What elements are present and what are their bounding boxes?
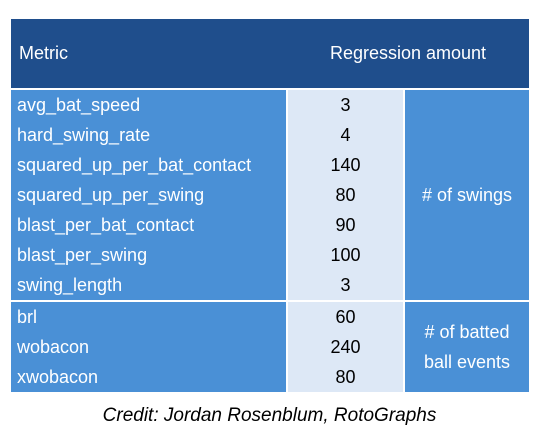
value-cell: 80 bbox=[335, 185, 356, 205]
value-cells-swings: 3 4 140 80 90 100 3 bbox=[288, 90, 403, 300]
value-cell: 240 bbox=[330, 337, 361, 357]
value-cell: 90 bbox=[335, 215, 356, 235]
value-cell: 60 bbox=[335, 307, 356, 327]
unit-cell-batted-ball: # of batted ball events bbox=[405, 302, 529, 392]
value-cell: 4 bbox=[340, 125, 351, 145]
value-cell: 140 bbox=[330, 155, 361, 175]
metric-cell: brl bbox=[17, 307, 38, 327]
metric-cell: wobacon bbox=[17, 337, 90, 357]
metric-cell: avg_bat_speed bbox=[17, 95, 141, 115]
metric-cell: blast_per_swing bbox=[17, 245, 148, 265]
value-cell: 3 bbox=[340, 95, 351, 115]
metric-column-header: Metric bbox=[19, 43, 68, 63]
metric-cell: blast_per_bat_contact bbox=[17, 215, 195, 235]
metric-cells-swings: avg_bat_speed hard_swing_rate squared_up… bbox=[11, 90, 286, 300]
table-header: Metric Regression amount bbox=[11, 19, 529, 88]
metric-cell: hard_swing_rate bbox=[17, 125, 151, 145]
regression-column-header: Regression amount bbox=[329, 43, 487, 63]
metric-cells-batted-ball: brl wobacon xwobacon bbox=[11, 302, 286, 392]
unit-cell-swings: # of swings bbox=[405, 90, 529, 300]
value-cell: 80 bbox=[335, 367, 356, 387]
unit-label: # of batted ball events bbox=[423, 322, 511, 372]
credit-caption: Credit: Jordan Rosenblum, RotoGraphs bbox=[102, 405, 437, 426]
metric-cell: squared_up_per_swing bbox=[17, 185, 205, 205]
value-cell: 3 bbox=[340, 275, 351, 295]
metric-cell: xwobacon bbox=[17, 367, 99, 387]
metric-cell: squared_up_per_bat_contact bbox=[17, 155, 252, 175]
metric-cell: swing_length bbox=[17, 275, 123, 295]
value-cell: 100 bbox=[330, 245, 361, 265]
unit-label: # of swings bbox=[421, 185, 513, 205]
value-cells-batted-ball: 60 240 80 bbox=[288, 302, 403, 392]
